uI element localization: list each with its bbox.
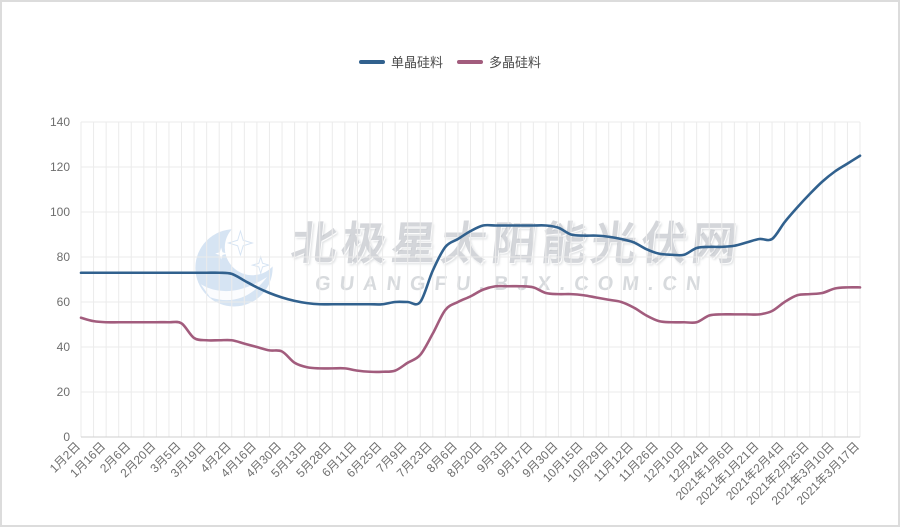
svg-text:80: 80 bbox=[57, 250, 71, 264]
svg-text:140: 140 bbox=[50, 115, 70, 129]
svg-text:40: 40 bbox=[57, 340, 71, 354]
svg-text:60: 60 bbox=[57, 295, 71, 309]
svg-text:0: 0 bbox=[63, 430, 70, 444]
chart-legend: 单晶硅料 多晶硅料 bbox=[2, 52, 898, 71]
x-axis-labels: 1月2日1月16日2月6日2月20日3月5日3月19日4月2日4月16日4月30… bbox=[47, 439, 862, 507]
legend-item-poly-silicon[interactable]: 多晶硅料 bbox=[457, 52, 541, 71]
svg-text:20: 20 bbox=[57, 385, 71, 399]
grid bbox=[80, 121, 861, 438]
series-line-1 bbox=[79, 284, 862, 374]
legend-line-icon bbox=[457, 59, 483, 64]
y-axis-labels: 0 20 40 60 80 100 120 140 bbox=[50, 115, 70, 444]
legend-item-mono-silicon[interactable]: 单晶硅料 bbox=[358, 52, 443, 71]
svg-text:100: 100 bbox=[50, 205, 70, 219]
svg-text:120: 120 bbox=[50, 160, 70, 174]
legend-label: 单晶硅料 bbox=[390, 55, 443, 70]
legend-line-icon bbox=[358, 59, 385, 64]
legend-label: 多晶硅料 bbox=[489, 55, 542, 70]
